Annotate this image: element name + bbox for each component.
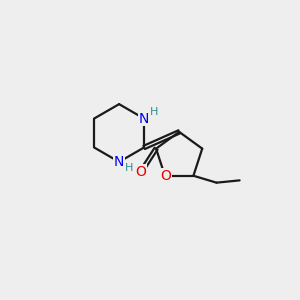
- Text: H: H: [124, 164, 133, 173]
- Text: O: O: [160, 169, 172, 183]
- Text: O: O: [136, 165, 146, 179]
- Text: N: N: [114, 155, 124, 169]
- Text: H: H: [150, 107, 158, 117]
- Text: N: N: [139, 112, 149, 126]
